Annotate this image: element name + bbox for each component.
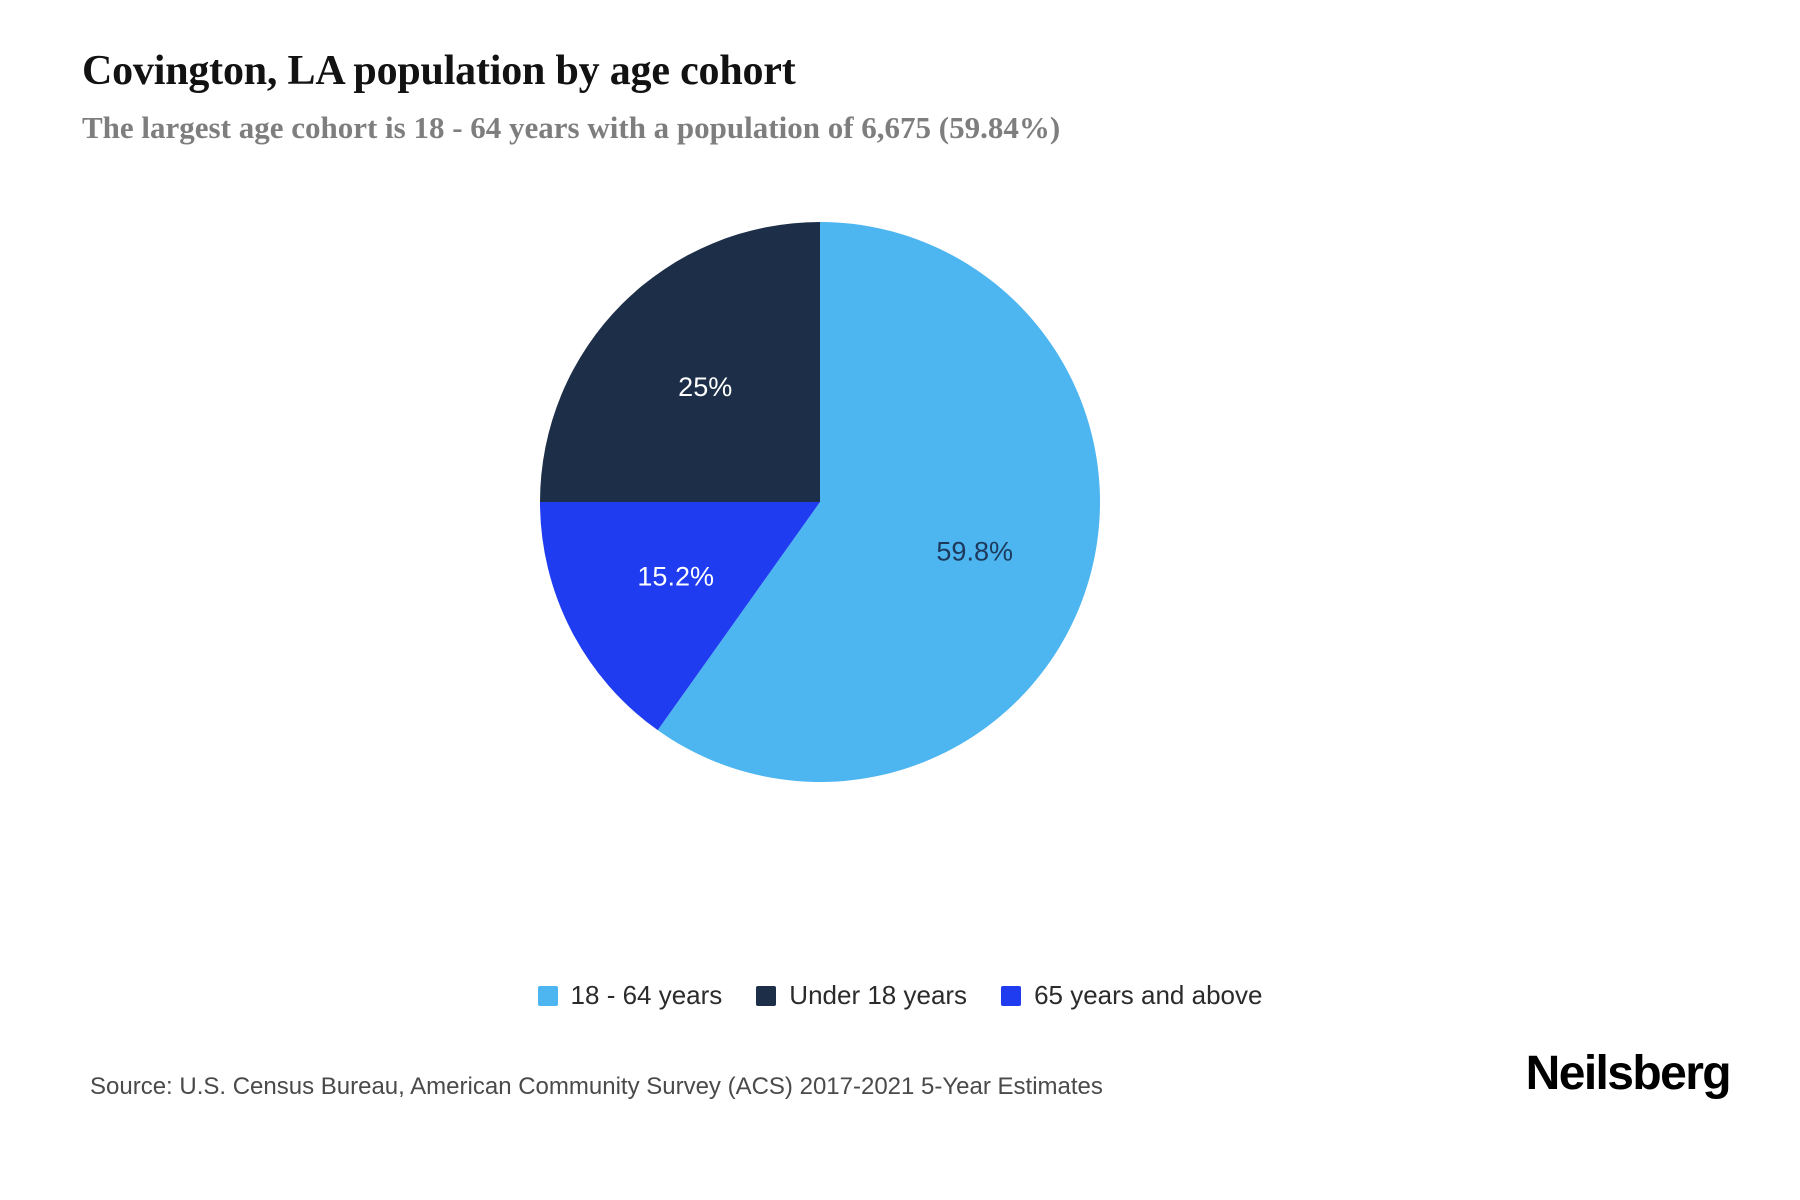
slice-label-under-18-years: 25% [678, 372, 732, 402]
pie-slice-18-64-years[interactable] [657, 222, 1100, 783]
slice-label-65-years-and-above: 15.2% [637, 562, 714, 592]
legend-swatch-icon [537, 985, 558, 1006]
source-attribution: Source: U.S. Census Bureau, American Com… [90, 1073, 1103, 1100]
pie-slice-65-years-and-above[interactable] [540, 502, 820, 731]
slice-label-18-64-years: 59.8% [936, 536, 1013, 566]
legend-label: 18 - 64 years [570, 980, 723, 1010]
legend-item-under-18-years[interactable]: Under 18 years [756, 980, 967, 1011]
brand-logo: Neilsberg [1525, 1047, 1732, 1100]
plot-area: 59.8% 25% 15.2% [0, 190, 1800, 830]
legend-swatch-icon [1001, 985, 1022, 1006]
legend-item-65-years-and-above[interactable]: 65 years and above [1001, 980, 1262, 1011]
legend-swatch-icon [756, 985, 777, 1006]
pie-chart: 59.8% 25% 15.2% [540, 222, 1100, 783]
pie-slice-under-18-years[interactable] [540, 222, 820, 502]
chart-subtitle: The largest age cohort is 18 - 64 years … [82, 110, 1061, 146]
legend-item-18-64-years[interactable]: 18 - 64 years [537, 980, 723, 1011]
page-title: Covington, LA population by age cohort [82, 48, 796, 94]
legend-label: Under 18 years [789, 980, 968, 1010]
pie-svg: 59.8% 25% 15.2% [540, 222, 1100, 783]
chart-legend: 18 - 64 years Under 18 years 65 years an… [0, 980, 1800, 1011]
legend-label: 65 years and above [1034, 980, 1263, 1010]
chart-header: Covington, LA population by age cohort T… [82, 48, 1722, 146]
